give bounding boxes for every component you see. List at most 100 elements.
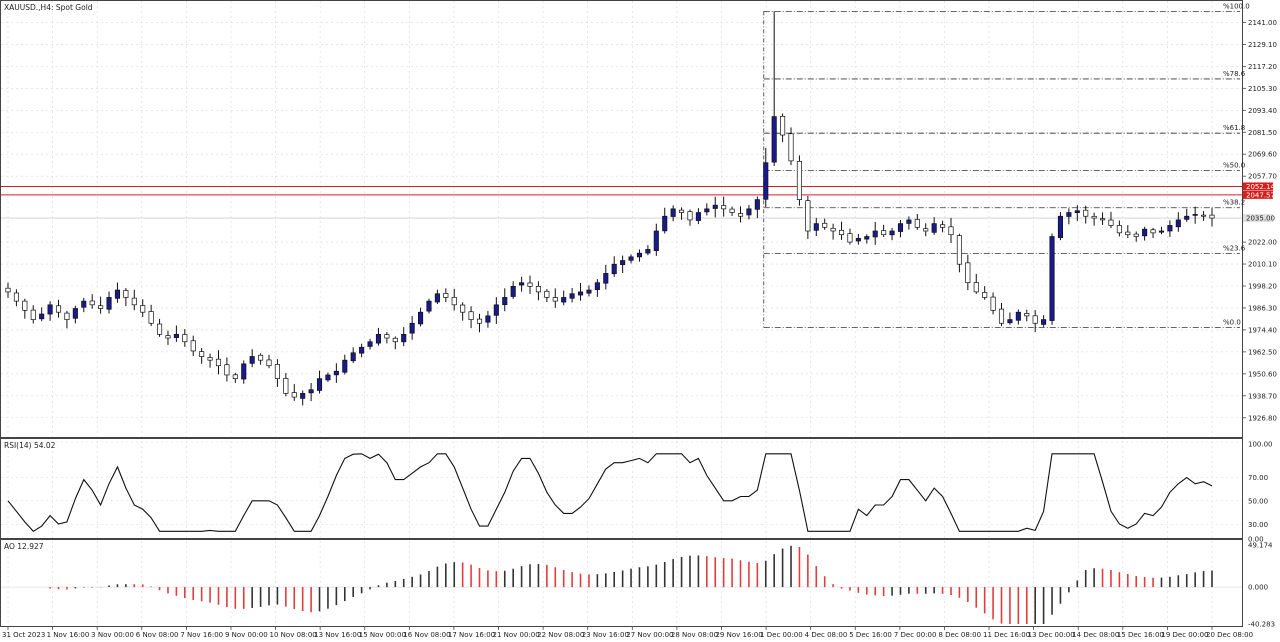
resistance-price-label: 2052.14 — [1246, 183, 1275, 191]
time-axis-label: 20 Dec 08:00 — [1206, 631, 1253, 639]
candle-bear — [729, 208, 735, 213]
ao-panel[interactable] — [0, 539, 1243, 627]
candle-bull — [106, 297, 112, 310]
candle-bear — [527, 282, 533, 287]
price-axis-label: 2093.40 — [1248, 107, 1277, 115]
ao-label: AO 12.927 — [4, 542, 44, 551]
candle-bull — [375, 333, 382, 344]
candle-bull — [325, 374, 331, 381]
candle-bear — [721, 205, 727, 210]
candle-bear — [1133, 233, 1139, 237]
candle-bear — [1125, 231, 1131, 236]
candle-bull — [401, 333, 407, 343]
candle-bear — [1032, 315, 1038, 324]
candle-bear — [796, 160, 802, 200]
candle-bear — [1209, 214, 1215, 219]
candle-bear — [384, 334, 390, 339]
candle-bull — [173, 333, 179, 338]
rsi-axis-label: 70.00 — [1248, 474, 1268, 482]
candle-bear — [982, 292, 988, 298]
price-axis[interactable]: 2141.00 2129.10 2117.20 2105.30 2093.40 2081.… — [1242, 19, 1277, 422]
candle-bear — [679, 209, 685, 213]
price-axis-label: 2022.00 — [1248, 239, 1277, 247]
ao-axis-label: -40.283 — [1248, 621, 1275, 629]
candle-bear — [98, 305, 104, 309]
candle-bear — [940, 224, 946, 228]
rsi-label: RSI(14) 54.02 — [4, 441, 56, 450]
candle-bull — [1142, 228, 1148, 237]
candle-bear — [443, 293, 449, 298]
price-axis-label: 2117.20 — [1248, 63, 1277, 71]
candle-bear — [258, 354, 264, 361]
candle-bear — [89, 300, 95, 306]
candle-bull — [712, 204, 718, 209]
candle-bull — [1074, 210, 1080, 214]
fibonacci-level-label: %78.6 — [1223, 70, 1246, 78]
candle-bull — [300, 393, 306, 399]
resistance-price-tag — [1243, 190, 1273, 199]
candle-bull — [502, 297, 508, 306]
candle-bear — [780, 115, 786, 136]
candle-bull — [493, 304, 499, 316]
time-axis-label: 3 Nov 00:00 — [91, 631, 134, 639]
rsi-panel[interactable] — [0, 438, 1243, 539]
candle-bear — [830, 227, 836, 232]
time-axis-label: 6 Nov 08:00 — [136, 631, 179, 639]
candle-bull — [603, 273, 609, 284]
candle-bull — [519, 282, 525, 286]
candle-bear — [1116, 225, 1122, 234]
candle-bear — [914, 219, 920, 228]
fibonacci-retracement[interactable]: %100.0 %78.6 %61.8 %50.0 %38.2 %23.6 %0.0 — [763, 2, 1250, 328]
candle-bear — [392, 337, 398, 343]
candle-bear — [460, 304, 466, 313]
rsi-axis-label: 100.00 — [1248, 441, 1273, 449]
candle-bear — [687, 211, 693, 221]
candle-bull — [1066, 212, 1072, 217]
candle-bear — [123, 290, 129, 298]
candle-bear — [5, 287, 11, 293]
candle-bull — [359, 346, 365, 354]
time-axis-label: 7 Nov 16:00 — [180, 631, 223, 639]
candle-bull — [763, 162, 769, 200]
candle-bear — [22, 300, 28, 311]
time-axis-label: 15 Dec 16:00 — [1117, 631, 1164, 639]
candle-bull — [628, 256, 634, 261]
rsi-series: 100.00 70.00 50.00 30.00 0.00 — [1, 441, 1273, 544]
candle-bull — [586, 289, 592, 294]
price-axis-label: 2081.50 — [1248, 129, 1277, 137]
time-axis-label: 29 Nov 16:00 — [715, 631, 762, 639]
price-axis-label: 2010.10 — [1248, 261, 1277, 269]
price-panel[interactable] — [0, 0, 1243, 438]
time-axis-label: 13 Dec 00:00 — [1028, 631, 1075, 639]
candle-bear — [956, 235, 962, 265]
time-axis-label: 22 Nov 08:00 — [537, 631, 584, 639]
candle-bear — [476, 318, 483, 324]
candle-bull — [426, 300, 432, 312]
candle-bull — [1015, 311, 1021, 321]
candle-bull — [864, 236, 870, 240]
fibonacci-level-label: %23.6 — [1223, 245, 1246, 253]
candle-bull — [813, 223, 819, 231]
candle-bear — [838, 229, 845, 236]
resistance-price-label: 2047.57 — [1246, 191, 1275, 199]
time-axis-label: 8 Dec 08:00 — [938, 631, 981, 639]
candle-bull — [342, 359, 348, 373]
time-axis[interactable]: 31 Oct 2023 1 Nov 16:00 3 Nov 00:00 6 Nov 0… — [2, 626, 1253, 639]
candle-bull — [855, 238, 861, 242]
candle-bull — [931, 223, 937, 233]
resistance-lines[interactable] — [1, 185, 1242, 219]
price-axis-label: 1950.60 — [1248, 370, 1277, 378]
candle-bear — [148, 311, 154, 324]
candle-bear — [232, 374, 238, 379]
rsi-axis-label: 50.00 — [1248, 497, 1268, 505]
price-axis-label: 1986.30 — [1248, 304, 1277, 312]
candle-bull — [577, 291, 584, 296]
time-axis-label: 17 Nov 16:00 — [448, 631, 495, 639]
candle-bear — [224, 364, 230, 376]
candle-bull — [434, 293, 440, 303]
candle-bull — [1041, 319, 1047, 325]
price-axis-label: 2057.70 — [1248, 173, 1277, 181]
candle-bull — [771, 116, 777, 163]
candle-bull — [418, 311, 424, 325]
